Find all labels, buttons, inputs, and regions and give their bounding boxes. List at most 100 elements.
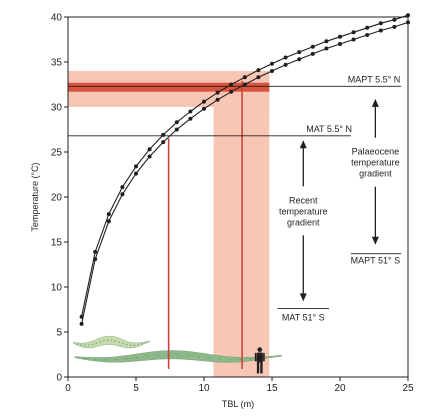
- gradient-label-0-line-1: temperature: [279, 206, 328, 216]
- y-tick-label: 0: [56, 373, 62, 384]
- series-1-point: [256, 75, 261, 80]
- series-0-point: [310, 44, 315, 49]
- series-0-point: [392, 17, 397, 22]
- series-1-point: [120, 192, 125, 197]
- series-1-point: [392, 24, 397, 29]
- gradient-arrowhead-up-1: [371, 98, 379, 107]
- y-tick-label: 35: [51, 58, 63, 69]
- y-tick-label: 25: [51, 148, 63, 159]
- snake-scale-mark: [129, 344, 132, 347]
- reference-label-3: MAT 51° S: [282, 312, 325, 322]
- series-1-point: [147, 154, 152, 159]
- snake-scale-mark: [177, 353, 180, 356]
- series-0-point: [283, 55, 288, 60]
- reference-label-0: MAPT 5.5° N: [348, 74, 400, 84]
- x-tick-label: 5: [133, 383, 139, 394]
- gradient-arrows-layer: RecenttemperaturegradientPalaeocenetempe…: [279, 98, 400, 302]
- snake-scale-mark: [125, 343, 128, 346]
- snake-scale-mark: [80, 344, 82, 346]
- y-tick-label: 40: [51, 13, 63, 24]
- series-0-point: [378, 21, 383, 26]
- gradient-arrowhead-up-0: [299, 140, 307, 149]
- snake-scale-mark: [197, 355, 200, 358]
- series-0-point: [147, 147, 152, 152]
- reference-label-2: MAPT 51° S: [351, 256, 400, 266]
- human-arm-left: [254, 352, 257, 362]
- y-tick-label: 30: [51, 103, 63, 114]
- human-torso: [256, 352, 263, 363]
- ticks-layer: 0 5 10 15 20 25 0 5 10 15 20 25 30 35 40: [51, 13, 414, 395]
- series-1-point: [297, 57, 302, 62]
- x-tick-label: 15: [266, 383, 278, 394]
- series-0-point: [338, 34, 342, 39]
- series-0-point: [406, 13, 410, 18]
- series-0-point: [93, 249, 98, 254]
- x-tick-label: 20: [334, 383, 346, 394]
- gradient-label-1-line-0: Palaeocene: [352, 147, 400, 157]
- snake-scale-mark: [208, 356, 211, 359]
- snake-scale-mark: [103, 340, 105, 342]
- y-tick-label: 10: [51, 283, 63, 294]
- snake-scale-mark: [141, 342, 143, 345]
- snake-scale-mark: [135, 356, 138, 359]
- series-1-point: [242, 82, 247, 87]
- series-1-point: [188, 116, 193, 121]
- snake-scale-mark: [125, 357, 128, 360]
- reference-label-1: MAT 5.5° N: [306, 124, 352, 134]
- gradient-label-1-line-1: temperature: [351, 158, 400, 168]
- y-axis-label: Temperature (°C): [30, 162, 40, 231]
- gradient-arrowhead-down-1: [371, 236, 379, 245]
- series-1-point: [338, 42, 342, 46]
- snake-scale-mark: [95, 342, 98, 344]
- snake-scale-mark: [99, 341, 101, 343]
- series-0-point: [256, 68, 261, 73]
- snake-scale-mark: [270, 356, 273, 358]
- snake-scale-mark: [146, 355, 149, 358]
- gradient-label-0-line-2: gradient: [287, 217, 320, 227]
- snake-scale-mark: [137, 343, 140, 346]
- series-1-point: [365, 33, 370, 37]
- series-1-point: [351, 37, 356, 42]
- snake-scale-mark: [122, 342, 124, 345]
- x-axis-label: TBL (m): [222, 399, 254, 409]
- x-tick-label: 10: [198, 383, 210, 394]
- snake-scale-mark: [106, 339, 109, 342]
- snake-scale-mark: [118, 341, 120, 344]
- series-1-point: [106, 219, 111, 224]
- series-1-point: [215, 97, 220, 102]
- snake-scale-mark: [187, 354, 190, 357]
- gradient-label-1-line-2: gradient: [359, 169, 392, 179]
- snake-scale-mark: [144, 341, 147, 344]
- snake-scale-mark: [87, 344, 90, 346]
- human-arm-right: [263, 352, 265, 362]
- snake-scale-mark: [228, 358, 231, 361]
- series-0-point: [324, 39, 329, 44]
- snake-scale-mark: [84, 344, 86, 347]
- snake-scale-mark: [114, 340, 117, 342]
- snake-scale-mark: [133, 344, 136, 347]
- snake-scale-mark: [76, 343, 79, 345]
- series-1-point: [93, 257, 98, 262]
- series-0-point: [242, 75, 247, 80]
- human-head: [257, 347, 263, 352]
- snake-scale-mark: [84, 357, 86, 360]
- x-tick-label: 25: [402, 383, 414, 394]
- series-0-point: [351, 30, 356, 35]
- human-leg-left: [256, 361, 260, 374]
- series-0-point: [202, 99, 206, 104]
- series-1-point: [229, 89, 234, 94]
- snake-scale-mark: [239, 358, 242, 361]
- y-tick-label: 20: [51, 193, 63, 204]
- gradient-arrowhead-down-0: [299, 293, 307, 302]
- snake-scale-mark: [249, 358, 252, 360]
- series-1-point: [310, 51, 315, 56]
- series-layer: [79, 13, 410, 326]
- reference-lines-layer: MAPT 5.5° N MAT 5.5° N MAPT 51° S MAT 51° S: [68, 74, 402, 322]
- series-0-point: [174, 120, 179, 125]
- series-0-point: [270, 61, 274, 66]
- series-1-point: [161, 140, 166, 145]
- x-tick-label: 0: [65, 383, 71, 394]
- human-silhouette: [254, 347, 265, 374]
